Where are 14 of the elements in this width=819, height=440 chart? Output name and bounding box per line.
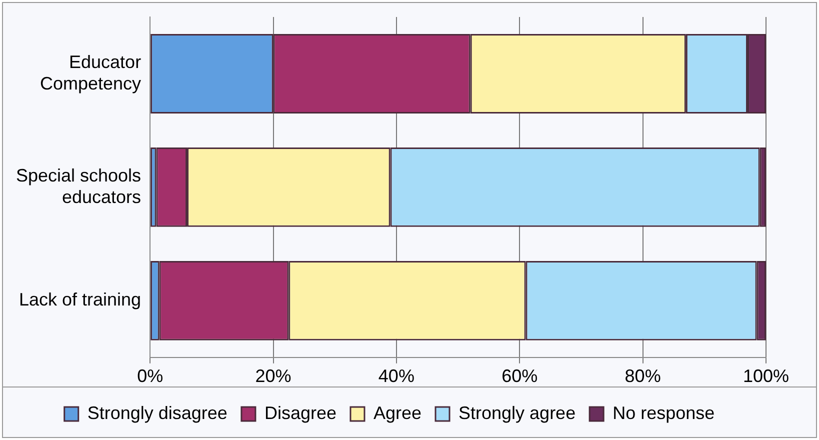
x-tick-label: 40% xyxy=(378,366,414,386)
legend-label: Disagree xyxy=(264,402,336,423)
y-tick-label: Lack of training xyxy=(18,290,142,310)
x-tick-label: 80% xyxy=(624,366,661,386)
legend-label: Strongly disagree xyxy=(87,402,228,423)
x-tick-label: 60% xyxy=(502,366,538,386)
legend-label: No response xyxy=(612,402,715,423)
y-tick-label: Special schools educators xyxy=(16,165,142,207)
legend-label: Strongly agree xyxy=(458,402,576,423)
x-tick-label: 0% xyxy=(137,366,164,386)
legend-label: Agree xyxy=(373,402,422,423)
x-tick-label: 20% xyxy=(255,366,292,386)
x-tick-label: 100% xyxy=(742,366,790,386)
y-tick-label: Educator Competency xyxy=(40,52,142,94)
